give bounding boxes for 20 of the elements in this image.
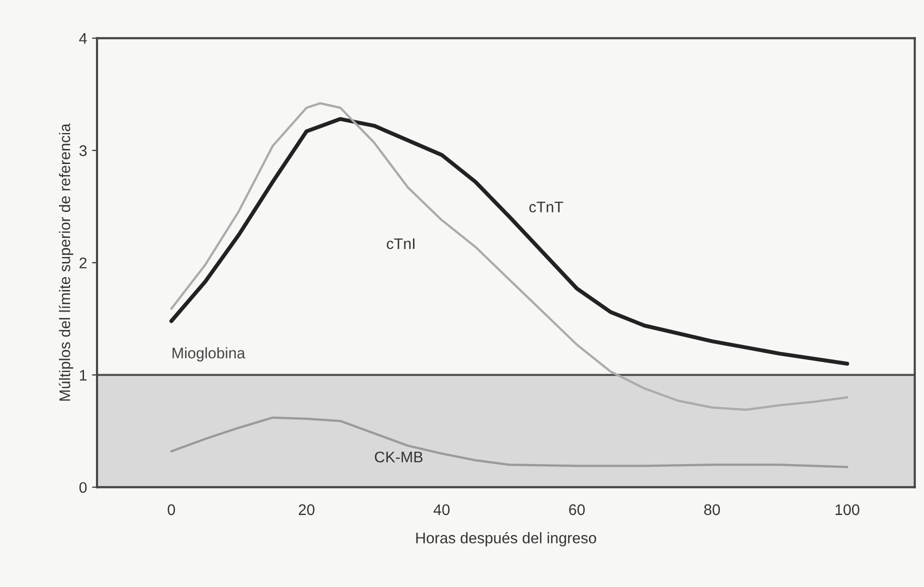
x-tick-label: 40 [434,504,450,516]
y-tick-label: 1 [80,370,87,380]
line-series [170,416,848,468]
text: cTnI [386,238,414,250]
x-tick-label: 0 [168,504,176,516]
y-axis-title: Múltiplos del límite superior de referencia [58,123,74,401]
y-tick-label: 2 [80,258,87,268]
series-label: cTnT [529,202,564,212]
x-tick-label: 20 [298,504,314,516]
x-axis-title: Horas después del ingreso [416,532,596,546]
x-tick-label: 80 [704,504,720,516]
y-tick-label: 4 [79,33,87,44]
series-label: CK-MB [374,452,423,462]
line-series [169,117,850,366]
y-tick-label: 3 [79,145,87,156]
ref-line-label: Mioglobina [172,347,246,362]
y-tick-label: 0 [79,482,87,493]
x-tick-label: 60 [569,504,585,516]
x-tick-label: 100 [836,504,860,516]
line-series [170,102,848,411]
